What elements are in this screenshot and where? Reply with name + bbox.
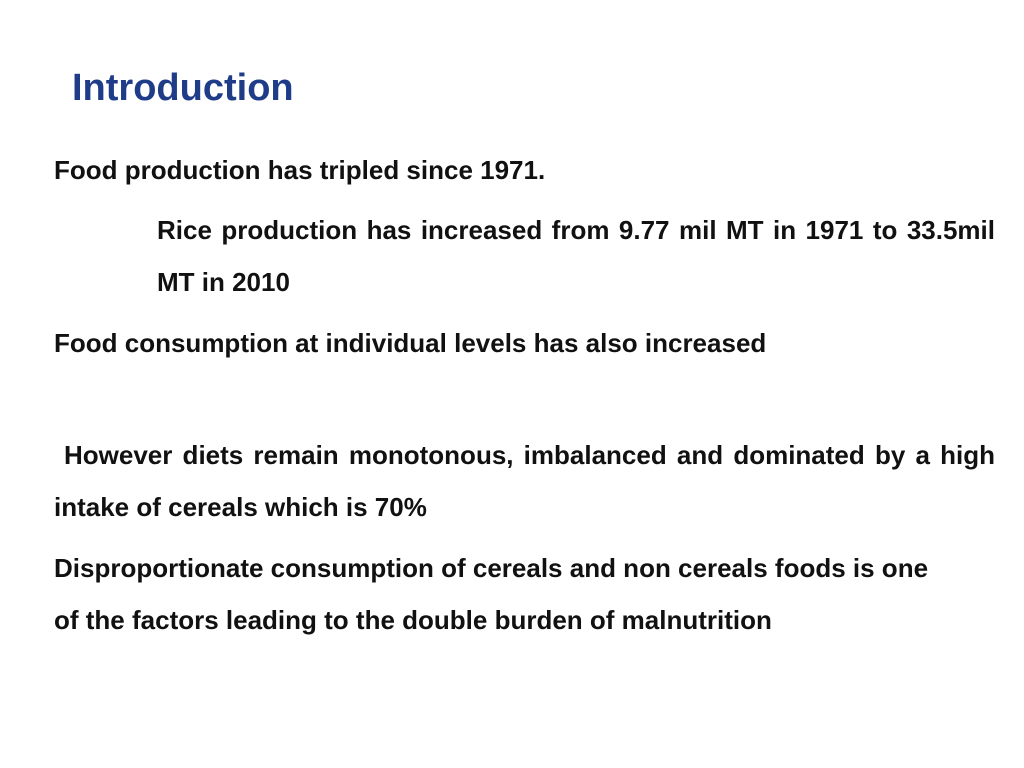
paragraph: Food production has tripled since 1971. bbox=[54, 155, 546, 185]
paragraph: Food consumption at individual levels ha… bbox=[54, 328, 767, 358]
paragraph: Disproportionate consumption of cereals … bbox=[54, 553, 929, 635]
paragraph: However diets remain monotonous, imbalan… bbox=[54, 440, 995, 522]
slide-title: Introduction bbox=[72, 67, 294, 109]
paragraph: Rice production has increased from 9.77 … bbox=[157, 215, 995, 297]
